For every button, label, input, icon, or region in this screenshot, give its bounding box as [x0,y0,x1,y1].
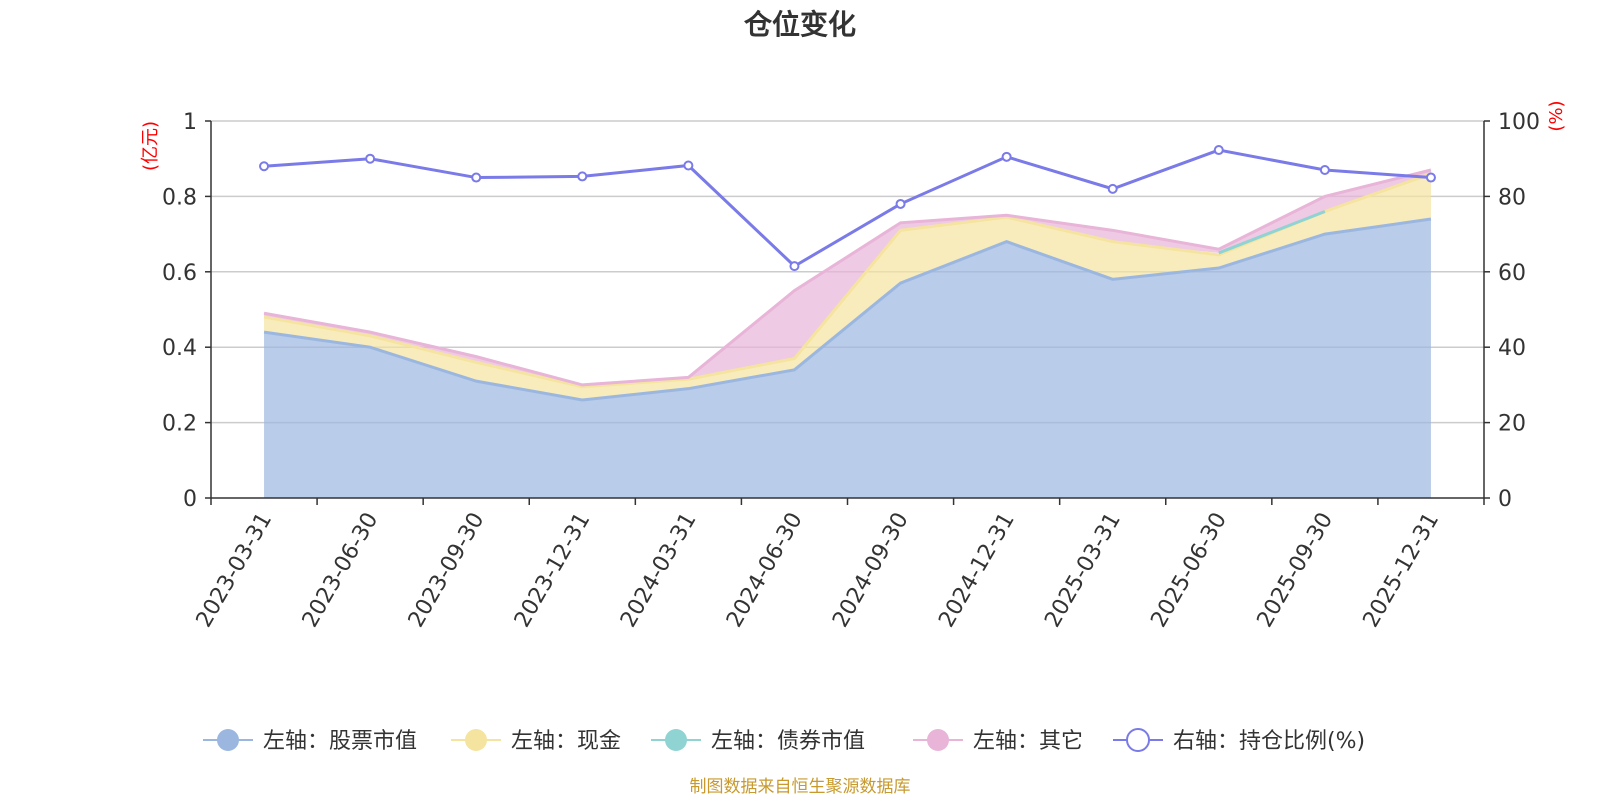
legend-label: 左轴：股票市值 [263,729,417,754]
left-axis-ticks: 0 0.2 0.4 0.6 0.8 1 [162,110,211,512]
ratio-point [1425,172,1436,183]
x-tick-label: 2024-12-31 [934,509,1020,632]
left-tick-label: 0.4 [162,336,197,361]
ratio-point [1001,151,1012,162]
x-tick-label: 2024-03-31 [616,509,702,632]
x-tick-label: 2025-03-31 [1040,509,1126,632]
right-tick-label: 40 [1498,336,1526,361]
left-tick-label: 1 [183,110,197,135]
area-line-4 [263,168,1432,387]
legend-item: 左轴：债券市值 [651,729,865,754]
ratio-point [577,171,588,182]
x-tick-label: 2025-12-31 [1359,509,1445,632]
left-tick-label: 0.2 [162,412,197,437]
legend-marker [927,729,949,751]
area-4 [264,170,1431,387]
right-axis-unit: (%) [1546,100,1567,131]
right-tick-label: 60 [1498,261,1526,286]
legend-item: 左轴：现金 [451,729,621,754]
legend-label: 右轴：持仓比例(%) [1173,729,1365,754]
series-lines [259,145,1436,402]
data-source-note: 制图数据来自恒生聚源数据库 [690,777,911,797]
x-tick-label: 2025-09-30 [1252,509,1338,632]
left-tick-label: 0.6 [162,261,197,286]
right-tick-label: 0 [1498,487,1512,512]
x-axis-ticks: 2023-03-31 2023-06-30 2023-09-30 2023-12-31… [192,509,1444,632]
stacked-areas [264,170,1431,498]
x-tick-label: 2023-06-30 [298,509,384,632]
axes [210,121,1485,505]
left-axis-unit: (亿元) [140,121,161,171]
ratio-point [1319,165,1330,176]
right-tick-label: 80 [1498,185,1526,210]
x-tick-label: 2024-06-30 [722,509,808,632]
area-line-1 [263,217,1432,402]
ratio-point [1213,145,1224,156]
ratio-point [259,161,270,172]
legend-label: 左轴：债券市值 [711,729,865,754]
legend-label: 左轴：其它 [973,729,1083,754]
legend-item: 右轴：持仓比例(%) [1113,728,1365,754]
legend-marker [217,729,239,751]
x-tick-label: 2023-09-30 [404,509,490,632]
ratio-line [263,148,1432,269]
legend-marker [1126,728,1150,752]
legend-item: 左轴：股票市值 [203,729,417,754]
ratio-point [365,153,376,164]
legend-item: 左轴：其它 [913,729,1083,754]
right-axis-ticks: 0 20 40 60 80 100 [1484,110,1540,512]
legend-marker [665,729,687,751]
ratio-point [895,198,906,209]
ratio-point [789,261,800,272]
area-line-3 [1218,210,1326,255]
x-tick-label: 2023-12-31 [510,509,596,632]
chart-title: 仓位变化 [744,8,856,41]
left-tick-label: 0 [183,487,197,512]
x-tick-label: 2024-09-30 [828,509,914,632]
right-tick-label: 20 [1498,412,1526,437]
x-tick-label: 2025-06-30 [1146,509,1232,632]
legend-marker [465,729,487,751]
legend: 左轴：股票市值 左轴：现金 左轴：债券市值 左轴：其它 右轴：持仓比例(%) [203,728,1365,754]
legend-label: 左轴：现金 [511,729,621,754]
right-tick-label: 100 [1498,110,1540,135]
ratio-point [1107,183,1118,194]
x-tick-label: 2023-03-31 [192,509,278,632]
ratio-point [471,172,482,183]
ratio-point [683,160,694,171]
area-1 [264,219,1431,498]
left-tick-label: 0.8 [162,185,197,210]
